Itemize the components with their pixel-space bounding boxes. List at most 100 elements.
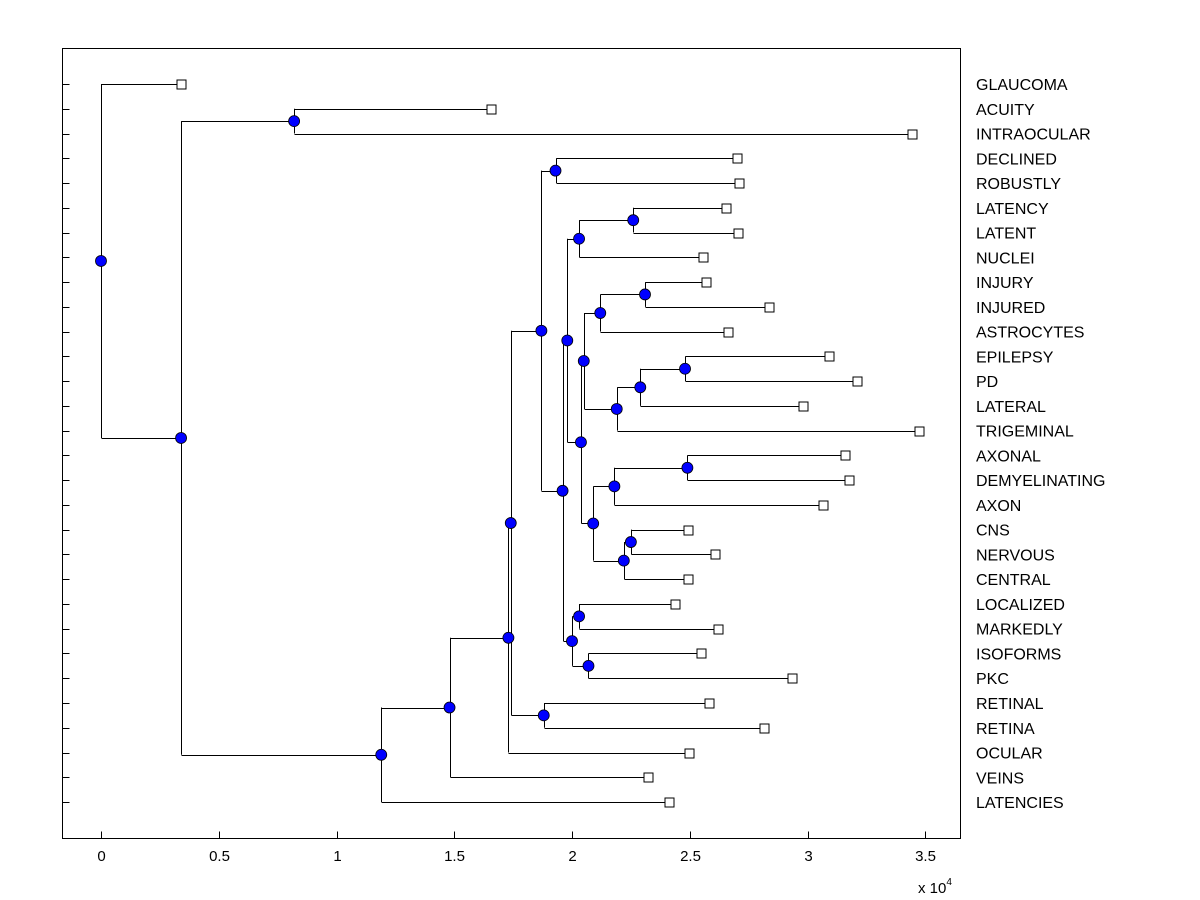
x-tick-label: 3 xyxy=(804,848,812,865)
leaf-label: ISOFORMS xyxy=(976,646,1061,663)
cluster-node xyxy=(443,701,456,714)
leaf-marker xyxy=(852,376,863,387)
leaf-marker xyxy=(710,549,721,560)
cluster-node xyxy=(573,610,585,623)
leaf-marker xyxy=(683,525,694,536)
leaf-marker xyxy=(696,648,707,659)
leaf-marker xyxy=(486,104,497,115)
leaf-label: PKC xyxy=(976,671,1009,688)
leaf-marker xyxy=(764,302,775,313)
leaf-marker xyxy=(818,500,829,511)
cluster-node xyxy=(582,659,595,672)
leaf-marker xyxy=(664,797,675,808)
leaf-label: PD xyxy=(976,374,998,391)
cluster-node xyxy=(577,355,590,367)
cluster-node xyxy=(624,536,637,548)
leaf-marker xyxy=(683,574,694,585)
leaf-marker xyxy=(721,203,732,214)
tree-markers xyxy=(95,79,925,808)
cluster-node xyxy=(288,115,301,128)
x-tick-label: 1.5 xyxy=(444,848,465,865)
leaf-label: VEINS xyxy=(976,770,1024,787)
cluster-node xyxy=(504,517,517,529)
leaf-label: TRIGEMINAL xyxy=(976,424,1074,441)
leaf-marker xyxy=(914,426,925,437)
cluster-node xyxy=(573,232,585,245)
leaf-marker xyxy=(734,178,745,189)
cluster-node xyxy=(566,635,578,647)
cluster-node xyxy=(639,288,651,301)
leaf-marker xyxy=(907,129,918,140)
leaf-label: INJURY xyxy=(976,275,1034,292)
leaf-marker xyxy=(704,698,715,709)
x-tick-label: 2.5 xyxy=(680,848,701,865)
leaf-marker xyxy=(684,748,695,759)
cluster-node xyxy=(575,436,587,449)
leaf-marker xyxy=(701,277,712,288)
leaf-label: EPILEPSY xyxy=(976,349,1054,366)
leaf-label: LATERAL xyxy=(976,399,1046,416)
cluster-node xyxy=(634,381,647,394)
cluster-node xyxy=(549,164,562,177)
cluster-node xyxy=(594,307,607,319)
cluster-node xyxy=(537,709,550,722)
cluster-node xyxy=(587,517,600,530)
x-tick-label: 0 xyxy=(97,848,105,865)
cluster-node xyxy=(535,324,548,337)
leaf-label: AXONAL xyxy=(976,448,1041,465)
cluster-node xyxy=(561,334,574,347)
leaf-marker xyxy=(643,772,654,783)
leaf-label: NUCLEI xyxy=(976,250,1035,267)
leaf-label: INTRAOCULAR xyxy=(976,127,1091,144)
leaf-labels: GLAUCOMA ACUITY INTRAOCULAR DECLINED ROBUSTL… xyxy=(976,77,1106,812)
leaf-label: RETINAL xyxy=(976,696,1044,713)
leaf-marker xyxy=(798,401,809,412)
cluster-node xyxy=(502,631,515,644)
leaf-marker xyxy=(759,723,770,734)
leaf-marker xyxy=(723,327,734,338)
leaf-marker xyxy=(670,599,681,610)
leaf-marker xyxy=(176,79,187,90)
leaf-label: DEMYELINATING xyxy=(976,473,1106,490)
leaf-label: ASTROCYTES xyxy=(976,325,1084,342)
leaf-label: ROBUSTLY xyxy=(976,176,1061,193)
leaf-label: AXON xyxy=(976,498,1021,515)
leaf-label: OCULAR xyxy=(976,746,1043,763)
leaf-label: NERVOUS xyxy=(976,547,1055,564)
leaf-marker xyxy=(844,475,855,486)
leaf-marker xyxy=(840,450,851,461)
leaf-label: GLAUCOMA xyxy=(976,77,1068,94)
leaf-marker xyxy=(713,624,724,635)
leaf-marker xyxy=(787,673,798,684)
x-tick-label: 2 xyxy=(568,848,576,865)
leaf-marker xyxy=(698,252,709,263)
x-multiplier: x 104 xyxy=(918,877,952,897)
leaf-label: INJURED xyxy=(976,300,1045,317)
cluster-node xyxy=(556,484,569,497)
cluster-node xyxy=(610,403,623,415)
x-tick-label: 0.5 xyxy=(209,848,230,865)
cluster-node xyxy=(95,255,107,267)
leaf-label: LATENCIES xyxy=(976,795,1064,812)
leaf-marker xyxy=(824,351,835,362)
leaf-label: DECLINED xyxy=(976,151,1057,168)
cluster-node xyxy=(679,362,691,375)
cluster-node xyxy=(375,748,388,761)
cluster-node xyxy=(175,432,187,444)
cluster-node xyxy=(627,214,640,227)
axis-ticks: 0 0.5 1 1.5 2 2.5 3 3.5 xyxy=(62,84,936,865)
leaf-label: CNS xyxy=(976,523,1010,540)
leaf-label: MARKEDLY xyxy=(976,622,1063,639)
leaf-label: LOCALIZED xyxy=(976,597,1065,614)
x-tick-label: 3.5 xyxy=(915,848,936,865)
leaf-label: ACUITY xyxy=(976,102,1035,119)
cluster-node xyxy=(617,554,630,567)
leaf-marker xyxy=(732,153,743,164)
leaf-label: LATENT xyxy=(976,226,1036,243)
cluster-node xyxy=(608,480,621,493)
leaf-label: RETINA xyxy=(976,721,1035,738)
leaf-label: CENTRAL xyxy=(976,572,1051,589)
x-tick-label: 1 xyxy=(333,848,341,865)
cluster-node xyxy=(681,461,694,474)
